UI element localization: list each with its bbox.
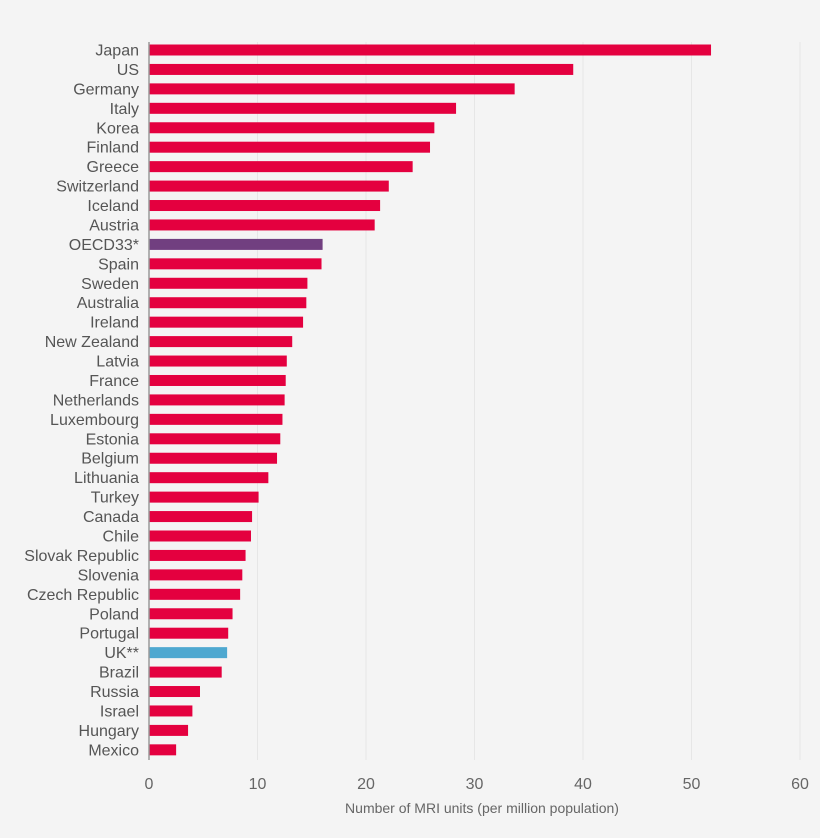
bar xyxy=(149,491,259,503)
x-tick-label: 0 xyxy=(145,776,154,793)
bar xyxy=(149,297,307,309)
category-label: Korea xyxy=(96,120,139,137)
bar xyxy=(149,336,293,348)
category-label: OECD33* xyxy=(69,237,139,254)
bar xyxy=(149,705,193,717)
bar xyxy=(149,180,389,192)
category-label: Netherlands xyxy=(53,392,139,409)
bar xyxy=(149,316,304,328)
category-label: Israel xyxy=(100,703,139,720)
bar xyxy=(149,44,712,56)
category-label: Australia xyxy=(77,295,139,312)
bar xyxy=(149,647,228,659)
category-label: Chile xyxy=(103,529,140,546)
category-label: Slovenia xyxy=(78,567,139,584)
x-tick-label: 40 xyxy=(574,776,592,793)
category-label: Japan xyxy=(95,43,139,60)
category-label: Luxembourg xyxy=(50,412,139,429)
bar xyxy=(149,627,229,639)
category-label: France xyxy=(89,373,139,390)
bar xyxy=(149,355,287,367)
x-tick-label: 50 xyxy=(683,776,701,793)
category-label: Hungary xyxy=(79,723,139,740)
category-label: Mexico xyxy=(88,742,139,759)
bar xyxy=(149,374,286,386)
bar xyxy=(149,277,308,289)
bar xyxy=(149,608,233,620)
bar xyxy=(149,686,200,698)
bar xyxy=(149,569,243,581)
bar xyxy=(149,666,222,678)
category-label: Greece xyxy=(87,159,140,176)
bar xyxy=(149,141,431,153)
x-tick-label: 30 xyxy=(466,776,484,793)
bar xyxy=(149,549,246,561)
category-label: Slovak Republic xyxy=(24,548,139,565)
category-label: Czech Republic xyxy=(27,587,139,604)
category-label: Austria xyxy=(89,217,139,234)
category-label: Russia xyxy=(90,684,139,701)
bar xyxy=(149,200,381,212)
category-label: Portugal xyxy=(79,626,139,643)
bar xyxy=(149,413,283,425)
bar xyxy=(149,63,574,75)
bar xyxy=(149,161,413,173)
x-tick-label: 10 xyxy=(249,776,267,793)
category-label: Spain xyxy=(98,256,139,273)
bar xyxy=(149,433,281,445)
bar xyxy=(149,588,241,600)
bar xyxy=(149,102,457,114)
category-label: Germany xyxy=(73,81,139,98)
category-label: Finland xyxy=(87,140,139,157)
category-label: Sweden xyxy=(81,276,139,293)
category-label: Turkey xyxy=(91,490,139,507)
category-label: Canada xyxy=(83,509,139,526)
bar xyxy=(149,122,435,134)
category-label: Iceland xyxy=(87,198,139,215)
bar xyxy=(149,238,323,250)
bar xyxy=(149,219,375,231)
bar xyxy=(149,472,269,484)
category-label: Estonia xyxy=(86,431,139,448)
bar xyxy=(149,744,177,756)
category-label: Ireland xyxy=(90,315,139,332)
bar xyxy=(149,452,278,464)
category-label: New Zealand xyxy=(45,334,139,351)
x-axis-label: Number of MRI units (per million populat… xyxy=(345,800,619,816)
bar xyxy=(149,394,285,406)
x-tick-label: 20 xyxy=(357,776,375,793)
bar xyxy=(149,530,251,542)
category-label: Switzerland xyxy=(56,179,139,196)
bar xyxy=(149,511,253,523)
category-label: Poland xyxy=(89,606,139,623)
category-label: Brazil xyxy=(99,665,139,682)
bar xyxy=(149,258,322,270)
category-label: Belgium xyxy=(81,451,139,468)
x-tick-label: 60 xyxy=(791,776,809,793)
category-label: UK** xyxy=(104,645,139,662)
category-label: Italy xyxy=(110,101,139,118)
bar xyxy=(149,724,189,736)
category-label: Latvia xyxy=(96,354,139,371)
category-label: Lithuania xyxy=(74,470,139,487)
bar xyxy=(149,83,515,95)
category-label: US xyxy=(117,62,139,79)
